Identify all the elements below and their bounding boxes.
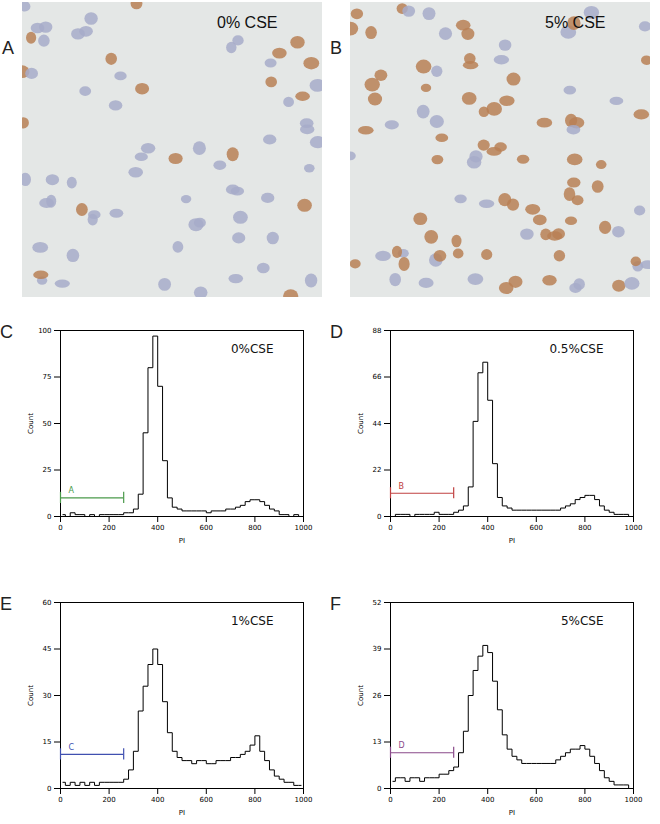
svg-text:400: 400 <box>151 524 164 532</box>
svg-text:13: 13 <box>373 738 382 746</box>
svg-text:400: 400 <box>481 796 494 804</box>
svg-text:A: A <box>69 486 75 495</box>
svg-text:25: 25 <box>43 466 52 474</box>
svg-text:PI: PI <box>509 809 515 817</box>
svg-text:0.5%CSE: 0.5%CSE <box>549 342 603 356</box>
html-text:D: D <box>330 322 343 342</box>
svg-text:45: 45 <box>43 645 52 653</box>
svg-text:600: 600 <box>200 796 213 804</box>
html-text:E: E <box>0 594 12 614</box>
svg-text:C: C <box>69 743 75 752</box>
html-text:5% CSE: 5% CSE <box>545 14 606 31</box>
svg-text:22: 22 <box>373 466 382 474</box>
svg-text:44: 44 <box>373 420 382 428</box>
svg-text:600: 600 <box>530 796 543 804</box>
svg-text:1%CSE: 1%CSE <box>231 614 274 628</box>
svg-text:D: D <box>399 741 405 750</box>
svg-text:0: 0 <box>377 513 381 521</box>
svg-text:0: 0 <box>388 796 392 804</box>
svg-text:B: B <box>399 482 405 491</box>
svg-text:800: 800 <box>248 796 261 804</box>
html-text:A: A <box>2 38 14 58</box>
svg-text:1000: 1000 <box>625 796 643 804</box>
svg-text:0%CSE: 0%CSE <box>231 342 274 356</box>
html-text:C: C <box>0 322 13 342</box>
svg-text:600: 600 <box>200 524 213 532</box>
svg-text:52: 52 <box>373 599 382 607</box>
svg-text:600: 600 <box>530 524 543 532</box>
svg-text:39: 39 <box>373 645 382 653</box>
svg-text:26: 26 <box>373 692 382 700</box>
svg-text:400: 400 <box>151 796 164 804</box>
svg-text:5%CSE: 5%CSE <box>561 614 604 628</box>
svg-text:800: 800 <box>578 524 591 532</box>
svg-text:200: 200 <box>432 524 445 532</box>
svg-text:1000: 1000 <box>295 524 313 532</box>
svg-text:Count: Count <box>357 685 365 706</box>
svg-text:0: 0 <box>377 785 381 793</box>
svg-text:Count: Count <box>357 413 365 434</box>
svg-text:15: 15 <box>43 738 52 746</box>
svg-text:200: 200 <box>102 524 115 532</box>
svg-text:0: 0 <box>58 524 62 532</box>
svg-text:88: 88 <box>373 327 382 335</box>
svg-text:800: 800 <box>248 524 261 532</box>
svg-text:60: 60 <box>43 599 52 607</box>
svg-text:1000: 1000 <box>625 524 643 532</box>
html-text:B: B <box>330 38 342 58</box>
svg-text:0: 0 <box>47 513 51 521</box>
svg-text:PI: PI <box>179 537 185 545</box>
svg-text:200: 200 <box>102 796 115 804</box>
svg-text:400: 400 <box>481 524 494 532</box>
svg-text:30: 30 <box>43 692 52 700</box>
svg-text:PI: PI <box>509 537 515 545</box>
svg-text:Count: Count <box>27 685 35 706</box>
svg-text:800: 800 <box>578 796 591 804</box>
svg-text:200: 200 <box>432 796 445 804</box>
svg-text:PI: PI <box>179 809 185 817</box>
svg-text:0: 0 <box>47 785 51 793</box>
svg-text:Count: Count <box>27 413 35 434</box>
svg-text:50: 50 <box>43 420 52 428</box>
svg-text:0: 0 <box>58 796 62 804</box>
svg-text:100: 100 <box>38 327 51 335</box>
svg-text:0: 0 <box>388 524 392 532</box>
svg-text:66: 66 <box>373 373 382 381</box>
svg-text:75: 75 <box>43 373 52 381</box>
html-text:0% CSE: 0% CSE <box>217 14 278 31</box>
svg-text:1000: 1000 <box>295 796 313 804</box>
html-text:F: F <box>330 594 341 614</box>
